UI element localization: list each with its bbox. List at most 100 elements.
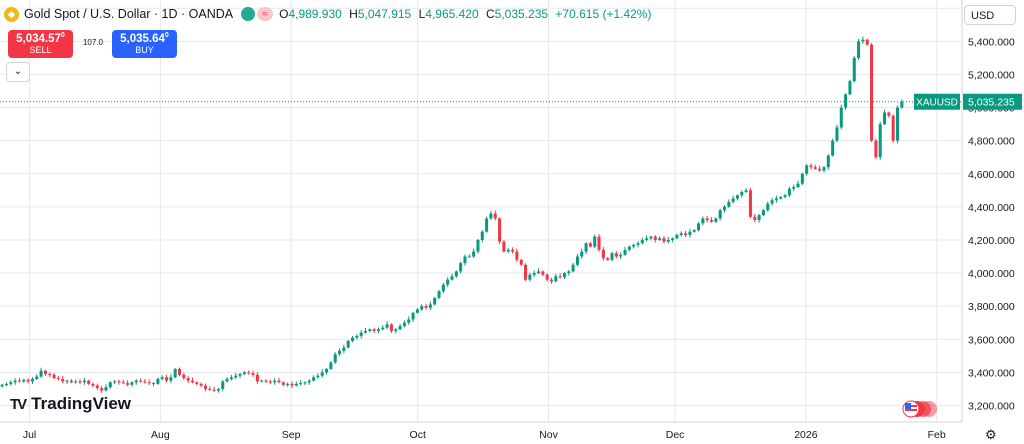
candle-body (152, 383, 156, 385)
open-value: 4,989.930 (288, 7, 342, 21)
low-key: L (418, 7, 426, 21)
candles (0, 36, 904, 394)
candle-body (528, 274, 532, 280)
candle-body (485, 218, 489, 232)
close-value: 5,035.235 (494, 7, 549, 21)
candle-body (787, 188, 791, 196)
eye-icon[interactable] (241, 7, 256, 21)
candle-body (385, 324, 389, 328)
buy-button[interactable]: 5,035.640 BUY (112, 30, 177, 58)
candle-body (653, 236, 657, 240)
candle-body (545, 274, 549, 280)
candle-body (554, 276, 558, 282)
collapse-button[interactable]: ⌄ (6, 62, 30, 82)
candle-body (221, 381, 225, 389)
candle-body (359, 332, 363, 336)
candle-body (861, 39, 865, 42)
candle-body (571, 264, 575, 272)
candle-body (761, 210, 765, 216)
candle-body (424, 306, 428, 308)
candle-body (593, 236, 597, 247)
candle-body (234, 375, 238, 378)
candle-body (351, 337, 355, 341)
candle-body (848, 81, 852, 95)
y-tick-label: 3,600.000 (968, 334, 1015, 346)
candle-body (857, 41, 861, 58)
candle-body (459, 263, 463, 272)
candle-body (394, 329, 398, 331)
ohlc-readout: O4,989.930 H5,047.915 L4,965.420 C5,035.… (279, 7, 655, 21)
candle-body (757, 215, 761, 221)
x-tick-label: Sep (282, 429, 301, 441)
candle-body (43, 370, 47, 375)
candle-body (467, 256, 471, 258)
candle-body (325, 369, 329, 373)
us-flag-icon[interactable] (902, 400, 938, 418)
candle-body (260, 380, 264, 382)
candle-body (770, 200, 774, 204)
y-tick-label: 3,200.000 (968, 400, 1015, 412)
candle-body (865, 39, 869, 45)
sell-price-sup: 0 (60, 32, 65, 39)
candle-body (104, 387, 108, 391)
candle-body (718, 210, 722, 219)
sell-button[interactable]: 5,034.570 SELL (8, 30, 73, 58)
candle-body (549, 279, 553, 282)
x-tick-label: Nov (539, 429, 558, 441)
candle-body (519, 259, 523, 265)
spread-value: 107.0 (82, 38, 104, 47)
candle-body (809, 165, 813, 168)
candle-body (17, 380, 21, 382)
candle-body (307, 380, 311, 383)
candle-body (649, 236, 653, 239)
candle-body (614, 253, 618, 257)
candle-body (684, 233, 688, 235)
x-tick-label: Oct (410, 429, 426, 441)
candle-body (113, 381, 117, 383)
candle-body (91, 383, 95, 386)
candle-body (100, 388, 104, 391)
candle-body (69, 380, 73, 383)
candle-body (826, 155, 830, 168)
candle-body (714, 218, 718, 222)
last-price-tag: 5,035.235 (968, 97, 1015, 109)
candle-body (627, 246, 631, 250)
y-tick-label: 4,200.000 (968, 235, 1015, 247)
candle-body (9, 382, 13, 384)
symbol-title[interactable]: Gold Spot / U.S. Dollar · 1D · OANDA (24, 7, 234, 21)
candle-body (177, 369, 182, 375)
wave-icon[interactable]: ≈ (257, 7, 274, 21)
y-tick-label: 3,800.000 (968, 301, 1015, 313)
candle-body (368, 329, 372, 331)
candle-body (839, 107, 843, 128)
candle-body (446, 279, 450, 285)
candle-body (199, 383, 203, 386)
candle-body (294, 383, 298, 386)
tradingview-logo[interactable]: TV TradingView (10, 394, 131, 414)
candle-body (342, 347, 346, 351)
candle-body (774, 198, 778, 201)
candle-body (299, 383, 303, 385)
candle-body (610, 253, 614, 260)
buy-price-sup: 0 (164, 32, 169, 39)
candle-body (346, 340, 350, 348)
last-price-tag-bg (963, 93, 1022, 110)
candle-body (437, 291, 441, 298)
candle-body (22, 379, 26, 382)
gear-icon[interactable]: ⚙ (985, 427, 997, 442)
candle-body (662, 238, 666, 242)
candle-body (156, 378, 160, 384)
x-axis: Jul Aug Sep Oct Nov Dec 2026 Feb (0, 421, 962, 441)
candle-body (658, 238, 662, 240)
candle-body (242, 372, 246, 375)
candle-body (130, 382, 134, 385)
currency-select[interactable]: USD (964, 5, 1016, 25)
candle-body (48, 374, 52, 376)
candle-body (584, 243, 588, 252)
low-value: 4,965.420 (425, 7, 479, 21)
candle-body (247, 372, 251, 374)
sell-label: SELL (29, 44, 52, 55)
candle-body (870, 44, 874, 141)
candle-body (697, 223, 701, 231)
